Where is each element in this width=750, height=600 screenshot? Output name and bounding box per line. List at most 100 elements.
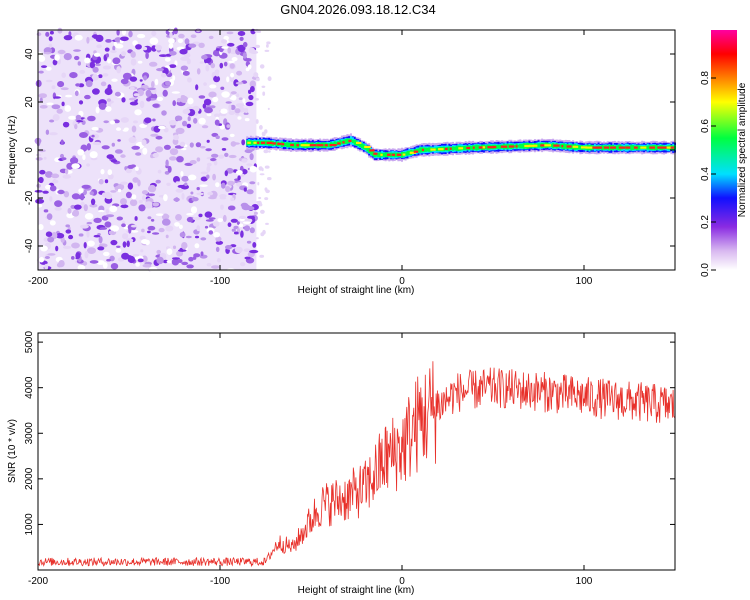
noise-speck [110,239,118,246]
noise-speck [182,108,191,115]
noise-speck [105,106,112,112]
noise-speck [138,199,143,204]
noise-speck [156,68,164,72]
noise-speck [249,80,256,88]
noise-speck [126,240,130,248]
noise-speck [178,224,183,229]
noise-speck [162,259,169,264]
noise-speck [122,241,127,248]
noise-speck [204,211,213,218]
noise-speck [225,186,231,193]
noise-speck [246,189,254,195]
noise-speck [257,182,260,186]
noise-speck [45,231,53,237]
noise-speck [204,107,213,114]
noise-speck [36,138,41,146]
noise-speck [52,114,60,121]
noise-speck [57,81,65,88]
noise-speck [230,104,236,111]
noise-speck [242,41,248,48]
noise-speck [265,222,269,225]
noise-speck [130,224,138,228]
noise-speck [175,181,180,185]
x-tick-label: -100 [210,276,230,287]
noise-speck [227,47,231,54]
noise-speck [206,162,212,167]
noise-speck [103,120,109,124]
noise-speck [259,64,265,69]
x-tick-label: 0 [399,276,405,287]
noise-speck [206,165,211,173]
noise-speck [129,199,138,207]
noise-speck [84,57,91,64]
noise-speck [230,72,235,78]
noise-speck [105,39,112,43]
noise-speck [235,81,244,85]
noise-speck [86,230,90,238]
noise-speck [65,224,70,228]
noise-speck [225,245,233,250]
noise-speck [246,163,253,166]
noise-speck [127,255,136,264]
noise-speck [226,124,231,128]
noise-speck [61,101,65,107]
noise-speck [249,249,259,254]
noise-speck [184,52,191,58]
noise-speck [238,223,244,228]
noise-speck [78,233,84,237]
noise-speck [87,247,96,255]
noise-speck [172,245,177,250]
noise-speck [236,170,243,175]
noise-speck [51,104,61,110]
noise-speck [149,37,159,45]
noise-speck [162,89,168,97]
noise-speck [247,215,255,219]
noise-speck [132,177,139,183]
noise-speck [48,43,53,49]
noise-speck [175,127,185,135]
noise-speck [51,85,56,90]
noise-speck [38,256,45,263]
noise-speck [79,132,88,138]
noise-speck [96,44,102,49]
snr-x-label: Height of straight line (km) [298,585,415,596]
noise-speck [62,174,71,179]
noise-speck [114,119,120,124]
noise-speck [168,38,175,44]
noise-speck [154,44,163,51]
noise-speck [220,204,224,210]
noise-speck [86,36,90,44]
noise-speck [120,198,127,205]
noise-speck [201,54,208,60]
noise-speck [129,230,139,233]
noise-speck [242,221,252,224]
noise-speck [137,179,141,187]
noise-speck [169,148,179,156]
noise-speck [92,66,99,73]
noise-speck [142,195,146,201]
noise-speck [108,230,115,235]
noise-speck [259,254,265,258]
noise-speck [39,105,48,109]
y-tick-label: 3000 [24,422,35,445]
noise-speck [215,236,222,242]
noise-speck [109,205,118,213]
noise-speck [237,116,242,120]
noise-speck [80,224,89,229]
noise-speck [63,35,73,41]
noise-speck [35,79,42,88]
noise-speck [109,120,116,125]
noise-speck [131,125,137,133]
noise-speck [215,70,219,77]
noise-speck [248,47,256,54]
noise-speck [117,188,122,193]
noise-speck [171,258,180,266]
noise-speck [55,232,65,239]
noise-speck [38,176,44,184]
noise-speck [35,198,45,204]
noise-speck [57,189,65,195]
noise-speck [244,225,251,232]
noise-speck [176,250,184,257]
noise-speck [100,169,105,175]
noise-speck [250,86,255,93]
